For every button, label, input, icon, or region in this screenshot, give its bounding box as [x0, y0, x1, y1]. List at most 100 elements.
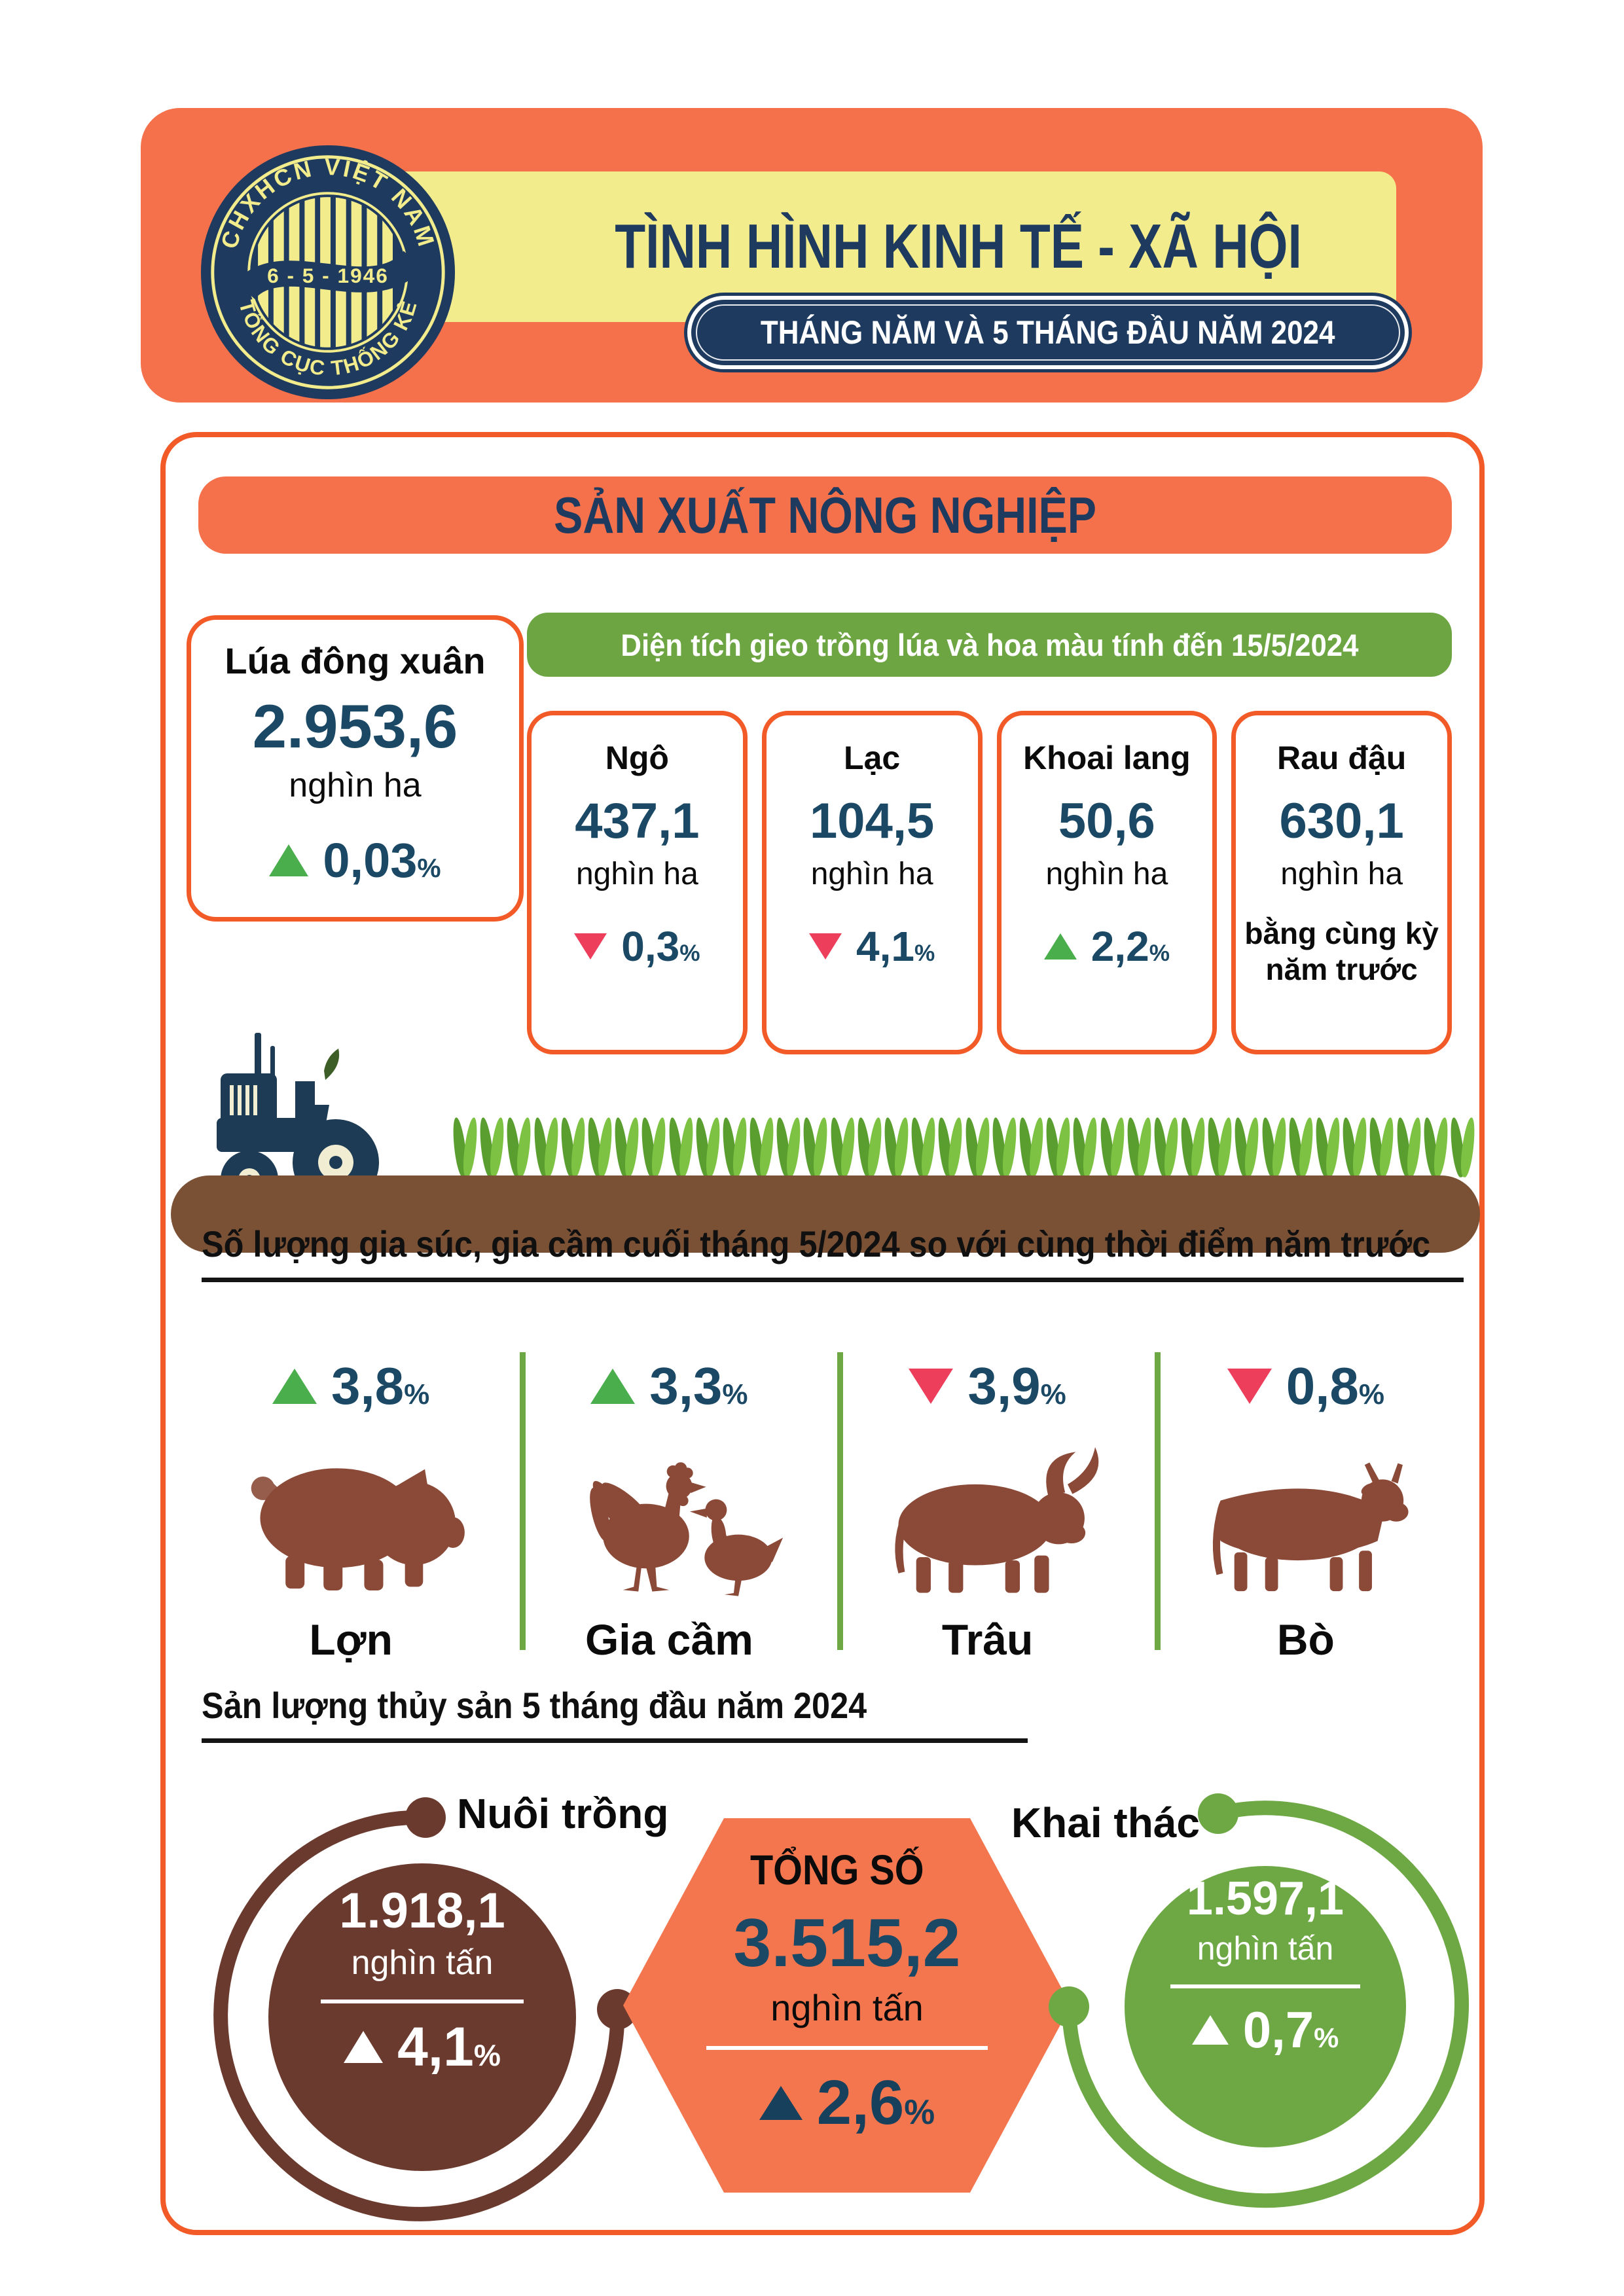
cow-icon: [1184, 1444, 1427, 1598]
sprout-icon: [912, 1115, 935, 1177]
divider-line: [321, 2000, 524, 2003]
sprout-icon: [1316, 1115, 1340, 1177]
crops-banner: Diện tích gieo trồng lúa và hoa màu tính…: [527, 613, 1452, 677]
livestock-change-value: 3,9%: [967, 1357, 1066, 1415]
sprout-icon: [588, 1115, 612, 1177]
sprout-icon: [885, 1115, 909, 1177]
livestock-label: Lợn: [309, 1615, 393, 1664]
header-banner: TÌNH HÌNH KINH TẾ - XÃ HỘI: [141, 108, 1483, 403]
crop-value: 50,6: [1058, 793, 1155, 849]
arc-dot-icon: [405, 1797, 446, 1838]
sprout-icon: [1155, 1115, 1178, 1177]
crop-unit: nghìn ha: [575, 857, 698, 891]
sprout-icon: [562, 1115, 585, 1177]
page-title: TÌNH HÌNH KINH TẾ - XÃ HỘI: [615, 211, 1302, 281]
livestock-divider: [520, 1352, 526, 1650]
total-label: TỔNG SỐ: [750, 1846, 925, 1893]
pig-icon: [233, 1444, 468, 1598]
aquaculture-arc: [213, 1810, 625, 2221]
livestock-underline: [202, 1278, 1464, 1282]
livestock-change-value: 3,3%: [649, 1357, 748, 1415]
sprout-icon: [1398, 1115, 1421, 1177]
sprout-icon: [642, 1115, 666, 1177]
crop-card-lac: Lạc 104,5 nghìn ha 4,1%: [761, 711, 983, 1054]
crop-name: Ngô: [605, 740, 669, 776]
livestock-change: 3,8%: [272, 1356, 429, 1416]
crop-note: bằng cùng kỳ năm trước: [1244, 916, 1439, 987]
aquaculture-label: Nuôi trồng: [457, 1790, 669, 1837]
sprout-icon: [1343, 1115, 1367, 1177]
sprout-icon: [858, 1115, 882, 1177]
gso-logo: 6 - 5 - 1946 CHXHCN VIỆT NAM TỔNG CỤC TH…: [198, 143, 458, 402]
livestock-divider: [1155, 1352, 1161, 1650]
crop-change: 2,2%: [1043, 922, 1170, 971]
sprout-icon: [831, 1115, 855, 1177]
sprout-icon: [454, 1115, 477, 1177]
rice-label: Lúa đông xuân: [225, 640, 486, 681]
divider-line: [706, 2046, 988, 2050]
crop-change: 4,1%: [808, 922, 935, 971]
main-panel: SẢN XUẤT NÔNG NGHIỆP Lúa đông xuân 2.953…: [160, 432, 1485, 2235]
sprout-icon: [1290, 1115, 1313, 1177]
rice-card: Lúa đông xuân 2.953,6 nghìn ha 0,03%: [187, 615, 524, 922]
livestock-label: Gia cầm: [585, 1615, 753, 1664]
crop-card-khoai-lang: Khoai lang 50,6 nghìn ha 2,2%: [996, 711, 1218, 1054]
up-triangle-icon: [272, 1369, 317, 1404]
arc-dot-icon: [1198, 1793, 1238, 1834]
divider-line: [1170, 1984, 1360, 1988]
livestock-change: 0,8%: [1227, 1356, 1384, 1416]
sprout-icon: [993, 1115, 1017, 1177]
sprout-icon: [696, 1115, 720, 1177]
sprout-icon: [750, 1115, 774, 1177]
rice-unit: nghìn ha: [289, 766, 422, 804]
tractor-flag-icon: [324, 1049, 340, 1080]
section-banner: SẢN XUẤT NÔNG NGHIỆP: [198, 476, 1452, 554]
fishery-heading: Sản lượng thủy sản 5 tháng đầu năm 2024: [202, 1685, 867, 1726]
sprout-icon: [1451, 1115, 1475, 1177]
sprout-icon: [1424, 1115, 1448, 1177]
livestock-label: Trâu: [941, 1615, 1034, 1664]
crop-change-value: 4,1%: [856, 923, 935, 970]
buffalo-icon: [866, 1444, 1109, 1598]
capture-change: 0,7%: [1191, 2000, 1339, 2060]
crop-change-value: 0,3%: [621, 923, 700, 970]
logo-date: 6 - 5 - 1946: [267, 264, 389, 287]
aquaculture-change-value: 4,1%: [397, 2016, 501, 2077]
livestock-item-poultry: 3,3%: [510, 1347, 828, 1664]
down-triangle-icon: [808, 933, 842, 960]
up-triangle-icon: [1191, 2015, 1229, 2045]
down-triangle-icon: [574, 933, 607, 960]
sprout-icon: [1128, 1115, 1151, 1177]
sprout-icon: [1101, 1115, 1125, 1177]
poultry-icon: [554, 1444, 785, 1598]
total-stats: TỔNG SỐ 3.515,2 nghìn tấn 2,6%: [683, 1846, 1011, 2139]
livestock-item-cow: 0,8%: [1147, 1347, 1465, 1664]
rice-change-value: 0,03%: [323, 833, 441, 888]
capture-label: Khai thác: [1011, 1799, 1200, 1846]
livestock-divider: [837, 1352, 843, 1650]
crops-row: Ngô 437,1 nghìn ha 0,3% Lạc 104,5 nghìn …: [527, 711, 1452, 1054]
tractor-icon: [197, 1018, 393, 1215]
sprout-icon: [804, 1115, 827, 1177]
total-change-value: 2,6%: [816, 2068, 935, 2138]
logo-swoosh-icon: [235, 250, 424, 300]
crop-unit: nghìn ha: [1280, 857, 1403, 891]
gso-logo-emblem: 6 - 5 - 1946 CHXHCN VIỆT NAM TỔNG CỤC TH…: [200, 145, 456, 400]
sprout-icon: [615, 1115, 639, 1177]
rice-change: 0,03%: [269, 833, 441, 888]
livestock-label: Bò: [1276, 1615, 1335, 1664]
subtitle-pill: THÁNG NĂM VÀ 5 THÁNG ĐẦU NĂM 2024: [687, 296, 1409, 369]
total-hexagon: [623, 1818, 1071, 2193]
sprout-icon: [1020, 1115, 1043, 1177]
crop-change-value: 2,2%: [1091, 923, 1170, 970]
total-value: 3.515,2: [733, 1905, 961, 1981]
livestock-item-buffalo: 3,9%: [829, 1347, 1147, 1664]
aquaculture-unit: nghìn tấn: [351, 1944, 494, 1982]
sprout-icon: [723, 1115, 747, 1177]
sprout-row: [454, 1115, 1475, 1177]
aquaculture-stats: 1.918,1 nghìn tấn 4,1%: [268, 1882, 576, 2079]
total-unit: nghìn tấn: [770, 1987, 924, 2028]
up-triangle-icon: [590, 1369, 636, 1404]
crops-banner-text: Diện tích gieo trồng lúa và hoa màu tính…: [620, 627, 1359, 662]
arc-dot-icon: [1049, 1986, 1089, 2027]
